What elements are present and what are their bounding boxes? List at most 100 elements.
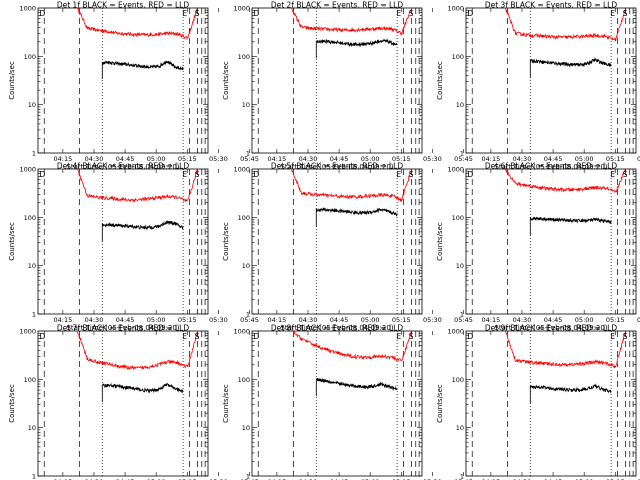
y-tick-label: 100 (24, 376, 36, 384)
y-tick-label: 100 (24, 53, 36, 61)
x-tick-label: 04:45 (116, 316, 135, 324)
y-tick-label: 1 (32, 150, 36, 158)
x-tick-label: 04:30 (299, 155, 318, 163)
chart-title: Det 3f BLACK = Events, RED = LLD (485, 1, 618, 10)
y-tick-label: 1 (32, 311, 36, 319)
series-events-black (101, 60, 184, 80)
x-tick-label: 04:15 (268, 155, 287, 163)
x-tick-label: 04:15 (268, 316, 287, 324)
x-tick-label: 04:15 (482, 316, 501, 324)
corner-label: D (468, 332, 474, 341)
y-tick-label: 10 (28, 424, 36, 432)
x-tick-label: 04:30 (299, 316, 318, 324)
x-tick-label: 05:00 (147, 316, 166, 324)
chart-panel-4: Det 4f BLACK = Events, RED = LLD11010010… (8, 162, 259, 333)
y-tick-label: 1 (460, 311, 464, 319)
corner-label: D (254, 170, 260, 179)
series-lld-red (505, 167, 626, 194)
y-tick-label: 1 (460, 473, 464, 480)
x-tick-label: 04:45 (330, 155, 349, 163)
chart-title: Det 1f BLACK = Events, RED = LLD (57, 1, 190, 10)
series-lld-red (77, 168, 198, 203)
series-lld-red (291, 7, 412, 36)
chart-title: Det 7f BLACK = Events, RED = LLD (57, 324, 190, 333)
corner-label: D (40, 9, 46, 18)
x-tick-label: 04:30 (299, 478, 318, 480)
chart-title: Det 4f BLACK = Events, RED = LLD (57, 162, 190, 171)
plot-frame (251, 330, 423, 477)
x-axis-label: Start Time (05-Feb-08 04:09:20) (494, 324, 607, 332)
x-tick-label: 04:15 (54, 316, 73, 324)
y-tick-label: 10 (242, 101, 250, 109)
x-tick-label: 05:15 (178, 155, 197, 163)
series-lld-red (505, 7, 626, 42)
marker-label: S (409, 332, 414, 341)
series-events-black (529, 383, 612, 404)
chart-panel-1: Det 1f BLACK = Events, RED = LLD 1 10 100 10… (8, 1, 259, 172)
x-tick-label: 05:45 (240, 478, 259, 480)
x-tick-label: 04:30 (513, 478, 532, 480)
y-axis-label: Counts/sec (222, 222, 230, 261)
plot-frame (465, 330, 637, 477)
chart-title: Det 2f BLACK = Events, RED = LLD (271, 1, 404, 10)
y-tick-label: 1000 (233, 328, 250, 336)
x-tick-label: 05:45 (454, 155, 473, 163)
x-tick-label: 05:30 (637, 155, 640, 163)
y-tick-label: 1 (460, 150, 464, 158)
x-tick-label: 05:00 (575, 155, 594, 163)
corner-label: D (40, 332, 46, 341)
x-tick-label: 05:30 (637, 316, 640, 324)
y-tick-label: 1000 (19, 328, 36, 336)
x-tick-label: 04:15 (54, 478, 73, 480)
x-tick-label: 05:00 (575, 478, 594, 480)
marker-label: S (623, 9, 628, 18)
chart-title: Det 6f BLACK = Events, RED = LLD (485, 162, 618, 171)
y-tick-label: 1000 (447, 166, 464, 174)
chart-title: Det 8f BLACK = Events, RED = LLD (271, 324, 404, 333)
y-axis-label: Counts/sec (222, 384, 230, 423)
x-tick-label: 05:45 (240, 155, 259, 163)
marker-label: S (623, 332, 628, 341)
x-tick-label: 04:30 (85, 316, 104, 324)
chart-panel-2: Det 2f BLACK = Events, RED = LLD11010010… (222, 1, 473, 172)
plot-frame (251, 7, 423, 154)
y-axis-label: Counts/sec (8, 384, 16, 423)
y-tick-label: 10 (456, 262, 464, 270)
y-tick-label: 1 (246, 473, 250, 480)
corner-label: D (254, 332, 260, 341)
x-tick-label: 05:30 (209, 316, 228, 324)
y-tick-label: 10 (242, 262, 250, 270)
y-tick-label: 1000 (233, 166, 250, 174)
series-events-black (315, 38, 398, 59)
y-axis-label: Counts/sec (436, 222, 444, 261)
x-tick-label: 05:15 (606, 155, 625, 163)
marker-label: S (623, 170, 628, 179)
plot-frame (37, 330, 209, 477)
marker-label: S (409, 9, 414, 18)
x-tick-label: 05:15 (392, 316, 411, 324)
x-tick-label: 05:00 (147, 155, 166, 163)
y-tick-label: 1000 (233, 5, 250, 13)
y-axis-label: Counts/sec (436, 384, 444, 423)
series-events-black (529, 57, 612, 78)
chart-panel-9: Det 9f BLACK = Events, RED = LLD 1 10 100 10… (436, 324, 640, 480)
plot-frame (251, 168, 423, 315)
series-lld-red (291, 330, 412, 362)
x-tick-label: 05:00 (575, 316, 594, 324)
y-tick-label: 100 (238, 376, 250, 384)
x-tick-label: 04:45 (544, 478, 563, 480)
x-axis-label: Start Time (05-Feb-08 04:09:20) (66, 163, 179, 171)
series-lld-red (77, 7, 198, 41)
x-axis-label: Start Time (05-Feb-08 04:09:20) (280, 163, 393, 171)
marker-label: E (182, 9, 187, 18)
y-axis-label: Counts/sec (8, 222, 16, 261)
x-tick-label: 05:15 (178, 478, 197, 480)
y-axis-label: Counts/sec (222, 61, 230, 100)
marker-label: S (195, 332, 200, 341)
y-tick-label: 1000 (447, 328, 464, 336)
x-tick-label: 05:15 (392, 155, 411, 163)
marker-label: E (396, 332, 401, 341)
x-tick-label: 04:15 (268, 478, 287, 480)
series-events-black (101, 220, 184, 242)
x-tick-label: 04:45 (544, 155, 563, 163)
